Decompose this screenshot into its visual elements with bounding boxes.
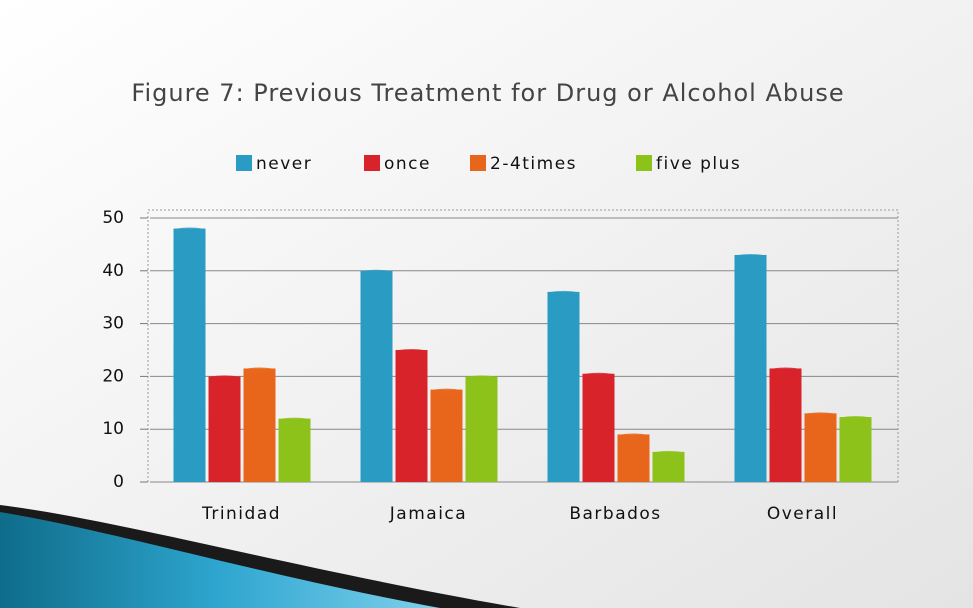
- bar-cap: [617, 433, 650, 440]
- y-tick-label: 20: [102, 366, 124, 386]
- bar: [430, 389, 463, 482]
- bar: [465, 376, 498, 482]
- bar: [804, 413, 837, 482]
- bar: [278, 418, 311, 482]
- bar: [360, 270, 393, 482]
- bar: [839, 417, 872, 482]
- legend-swatch: [636, 155, 652, 171]
- bar: [769, 368, 802, 482]
- bar: [582, 373, 615, 482]
- bar-cap: [734, 253, 767, 260]
- bar-cap: [839, 416, 872, 423]
- y-tick-label: 0: [113, 472, 124, 492]
- bar-cap: [395, 349, 428, 355]
- bar-cap: [465, 375, 498, 382]
- bar: [243, 368, 276, 482]
- x-tick-label: Overall: [767, 504, 838, 524]
- swoosh: [0, 512, 440, 608]
- y-tick-label: 30: [102, 314, 124, 334]
- legend-swatch: [364, 155, 380, 171]
- bar-cap: [582, 372, 615, 379]
- bar-cap: [360, 269, 393, 276]
- bar-cap: [430, 388, 463, 395]
- y-tick-label: 50: [102, 208, 124, 228]
- legend-label: 2-4times: [490, 154, 577, 174]
- y-tick-label: 10: [102, 419, 124, 439]
- bar: [395, 350, 428, 482]
- bar-cap: [769, 367, 802, 374]
- legend-label: five plus: [656, 154, 741, 174]
- bar: [652, 451, 685, 482]
- bar-cap: [547, 290, 580, 297]
- bar-cap: [278, 417, 311, 424]
- legend-label: never: [256, 154, 312, 174]
- bar-cap: [208, 375, 241, 382]
- bar: [734, 254, 767, 482]
- bar-cap: [173, 227, 206, 234]
- legend-label: once: [384, 154, 431, 174]
- chart-title: Figure 7: Previous Treatment for Drug or…: [131, 79, 844, 107]
- y-tick-label: 40: [102, 261, 124, 281]
- bar: [547, 291, 580, 482]
- x-tick-label: Trinidad: [201, 504, 281, 524]
- bar: [617, 434, 650, 482]
- x-tick-label: Barbados: [569, 504, 661, 524]
- bar: [173, 228, 206, 482]
- bar-cap: [804, 412, 837, 419]
- x-tick-label: Jamaica: [389, 504, 467, 524]
- bar-cap: [243, 367, 276, 374]
- legend-swatch: [470, 155, 486, 171]
- legend-swatch: [236, 155, 252, 171]
- bar-cap: [652, 450, 685, 457]
- bar: [208, 376, 241, 482]
